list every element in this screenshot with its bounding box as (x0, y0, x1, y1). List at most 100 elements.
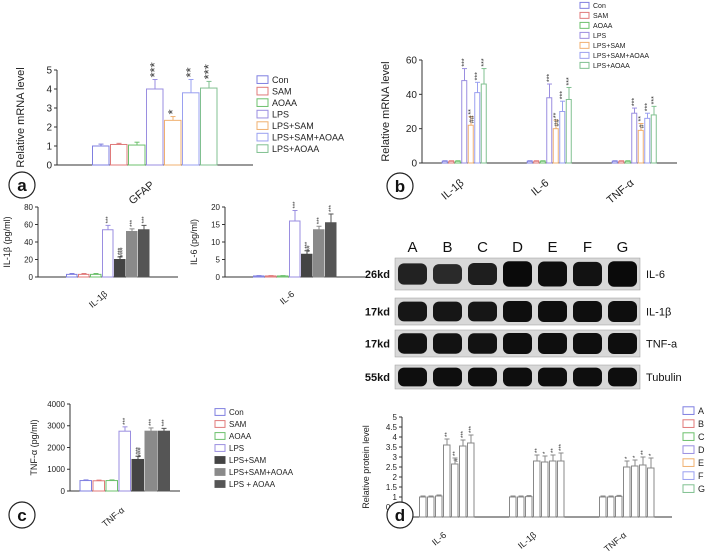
panel-letter: a (17, 176, 27, 195)
legend-label: LPS (229, 444, 244, 453)
significance-stars: *** (547, 74, 554, 82)
y-tick-label: 4 (46, 85, 52, 96)
bar (146, 88, 164, 166)
blot-band (433, 301, 462, 322)
legend-label: Con (593, 3, 606, 10)
legend-swatch (214, 408, 226, 416)
y-tick-label: 3000 (47, 422, 65, 431)
significance-hash: ## (306, 245, 312, 252)
legend-swatch (256, 144, 269, 153)
legend-swatch (682, 484, 695, 493)
bar (157, 430, 170, 492)
significance-stars: *** (293, 201, 299, 209)
legend-swatch (579, 41, 590, 49)
blot-lane-label: C (477, 239, 488, 256)
significance-stars: *** (469, 425, 475, 433)
blot-band (468, 367, 497, 387)
bar (182, 92, 200, 166)
y-tick-label: 80 (24, 203, 33, 212)
blot-kd-label: 55kd (365, 372, 390, 384)
legend-swatch (579, 31, 590, 39)
bar (539, 160, 546, 164)
blot-lane-label: A (407, 239, 417, 256)
bar (615, 495, 623, 518)
legend-label: LPS+SAM+AOAA (593, 53, 649, 60)
x-tick-label: TNF-α (100, 505, 126, 529)
legend-label: AOAA (229, 432, 252, 441)
significance-stars: ** (453, 451, 459, 456)
panel-letter: c (17, 506, 26, 525)
bar (557, 460, 565, 518)
blot-lane-label: F (583, 239, 592, 256)
blot-band (433, 333, 462, 354)
panel-letter: d (395, 506, 405, 525)
significance-stars: *** (559, 443, 565, 451)
y-tick-label: 4000 (47, 400, 65, 409)
blot-band (433, 367, 462, 387)
legend-label: LPS (272, 110, 289, 120)
y-axis-label: Relative protein level (361, 425, 371, 509)
bar (526, 160, 533, 164)
y-tick-label: 60 (24, 220, 33, 229)
legend-swatch (256, 98, 269, 107)
y-tick-label: 0 (216, 273, 221, 282)
significance-stars: *** (475, 72, 482, 80)
significance-stars: *** (123, 417, 129, 425)
blot-band (538, 333, 567, 354)
legend-label: LPS+SAM (272, 121, 314, 131)
significance-stars: *** (651, 96, 658, 104)
bar (325, 222, 337, 278)
legend-label: LPS+SAM (229, 456, 266, 465)
bar (467, 442, 475, 518)
significance-stars: *** (147, 62, 162, 77)
y-tick-label: 1 (393, 493, 398, 502)
legend-swatch (682, 432, 695, 441)
significance-stars: *** (462, 58, 469, 66)
legend-swatch (579, 11, 590, 19)
legend-label: B (698, 419, 704, 429)
legend-swatch (256, 132, 269, 142)
significance-stars: *** (106, 216, 112, 224)
bar (631, 465, 639, 518)
significance-stars: *** (130, 219, 136, 227)
y-tick-label: 60 (406, 56, 418, 67)
legend-label: LPS+AOAA (593, 63, 630, 70)
bar (546, 97, 553, 164)
bar (441, 160, 448, 164)
blot-band (468, 333, 497, 354)
significance-stars: *** (645, 103, 652, 111)
bar (647, 467, 655, 518)
blot-band (503, 333, 532, 354)
bar (289, 220, 301, 278)
y-tick-label: 2 (393, 473, 398, 482)
blot-band (538, 301, 567, 322)
significance-hash: ## (554, 119, 561, 127)
legend-label: F (698, 471, 704, 481)
significance-stars: ** (641, 450, 647, 455)
blot-lane-label: E (547, 239, 557, 256)
significance-stars: ** (445, 432, 451, 437)
legend-swatch (256, 75, 269, 84)
significance-stars: ** (183, 67, 198, 77)
y-axis-label: TNF-α (pg/ml) (29, 419, 39, 475)
legend-label: LPS+AOAA (272, 144, 319, 154)
panel-letter-circle (386, 501, 414, 529)
legend-label: C (698, 432, 705, 442)
bar (78, 273, 90, 278)
blot-kd-label: 26kd (365, 269, 390, 281)
significance-stars: ** (553, 112, 560, 118)
significance-stars: *** (305, 241, 311, 249)
legend-label: AOAA (272, 98, 297, 108)
legend-swatch (682, 458, 695, 467)
legend-swatch (682, 406, 695, 415)
y-tick-label: 40 (24, 238, 33, 247)
bar (114, 259, 126, 278)
legend-swatch (579, 1, 590, 9)
bar (451, 463, 459, 518)
bar (301, 253, 313, 278)
x-tick-label: IL-6 (529, 177, 551, 198)
bar (79, 480, 92, 492)
